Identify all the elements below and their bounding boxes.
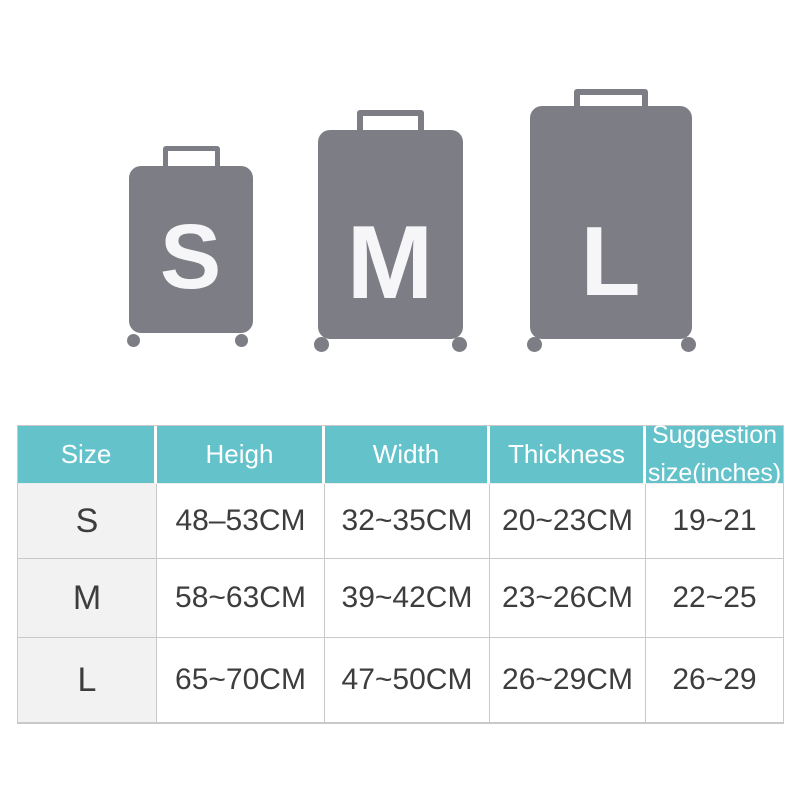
suitcase-m-label: M <box>346 204 435 321</box>
suitcase-l-body: L <box>530 106 692 339</box>
col-header-suggestion-label: Suggestion size(inches) <box>647 421 782 487</box>
suitcase-s-body: S <box>129 166 253 333</box>
col-header-thickness-label: Thickness <box>507 439 626 469</box>
cell-thickness-l: 26~29CM <box>490 638 646 723</box>
col-header-thickness: Thickness <box>490 426 646 484</box>
size-table: Size Heigh Width Thickness Suggestion si… <box>17 421 784 724</box>
suitcase-m-wheel-icon <box>452 337 467 352</box>
cell-size-s: S <box>18 484 157 559</box>
cell-suggestion-s: 19~21 <box>646 484 783 559</box>
col-header-suggestion: Suggestion size(inches) <box>646 421 783 487</box>
col-header-size-label: Size <box>60 439 112 469</box>
col-header-width: Width <box>325 426 490 484</box>
cell-heigh-m: 58~63CM <box>157 559 325 638</box>
col-header-heigh: Heigh <box>157 426 325 484</box>
cell-suggestion-l: 26~29 <box>646 638 783 723</box>
cell-thickness-m: 23~26CM <box>490 559 646 638</box>
cell-suggestion-m: 22~25 <box>646 559 783 638</box>
cell-size-m: M <box>18 559 157 638</box>
cell-width-l: 47~50CM <box>325 638 490 723</box>
col-header-width-label: Width <box>372 439 440 469</box>
col-header-heigh-label: Heigh <box>205 439 274 469</box>
cell-heigh-s: 48–53CM <box>157 484 325 559</box>
cell-heigh-l: 65~70CM <box>157 638 325 723</box>
cell-size-l: L <box>18 638 157 723</box>
suitcase-m-body: M <box>318 130 463 339</box>
suitcase-s-wheel-icon <box>127 334 140 347</box>
cell-width-s: 32~35CM <box>325 484 490 559</box>
suitcase-m-wheel-icon <box>314 337 329 352</box>
cell-width-m: 39~42CM <box>325 559 490 638</box>
col-header-size: Size <box>18 426 157 484</box>
suitcase-l-label: L <box>580 205 642 316</box>
cell-thickness-s: 20~23CM <box>490 484 646 559</box>
suitcase-s-wheel-icon <box>235 334 248 347</box>
suitcase-s-label: S <box>159 205 223 308</box>
suitcase-l-wheel-icon <box>681 337 696 352</box>
suitcase-l-wheel-icon <box>527 337 542 352</box>
